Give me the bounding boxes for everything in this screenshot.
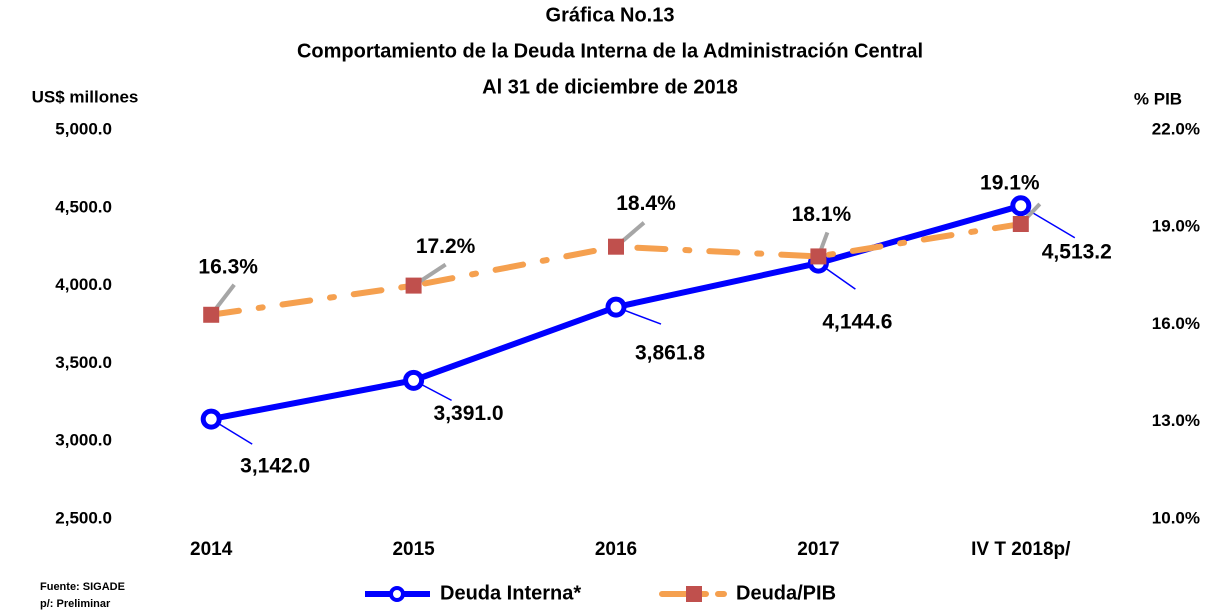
data-label: 19.1% — [980, 172, 1040, 195]
data-label: 18.1% — [792, 203, 852, 226]
y-tick-label: 4,500.0 — [55, 197, 112, 216]
chart-title: Comportamiento de la Deuda Interna de la… — [297, 40, 923, 62]
data-label: 3,861.8 — [635, 342, 705, 365]
y-axis-label: US$ millones — [32, 87, 139, 106]
chart-title: Gráfica No.13 — [546, 4, 675, 26]
legend-label: Deuda Interna* — [440, 582, 581, 604]
data-label: 17.2% — [416, 235, 476, 258]
x-tick-label: 2017 — [797, 539, 839, 560]
data-label: 16.3% — [198, 255, 258, 278]
y-tick-label: 2,500.0 — [55, 508, 112, 527]
y-tick-label: 3,000.0 — [55, 431, 112, 450]
marker — [405, 277, 422, 294]
y2-tick-label: 19.0% — [1152, 217, 1200, 236]
chart-title: Al 31 de diciembre de 2018 — [482, 76, 738, 98]
marker — [605, 296, 627, 318]
data-label: 18.4% — [616, 192, 676, 215]
data-label: 3,142.0 — [240, 455, 310, 478]
x-tick-label: IV T 2018p/ — [971, 539, 1071, 560]
marker — [810, 248, 827, 265]
marker — [200, 408, 222, 430]
y2-axis-label: % PIB — [1134, 89, 1182, 108]
data-label: 4,144.6 — [822, 311, 892, 334]
data-label: 4,513.2 — [1042, 240, 1112, 263]
y-tick-label: 4,000.0 — [55, 275, 112, 294]
note: Fuente: SIGADE — [40, 581, 125, 593]
marker — [203, 306, 220, 323]
marker — [608, 238, 624, 255]
legend-swatch — [686, 586, 702, 602]
y2-tick-label: 22.0% — [1152, 119, 1200, 138]
y2-tick-label: 16.0% — [1152, 314, 1200, 333]
y-tick-label: 3,500.0 — [55, 353, 112, 372]
data-label: 3,391.0 — [434, 402, 504, 425]
x-tick-label: 2014 — [190, 539, 233, 560]
legend-swatch — [389, 586, 405, 602]
note: p/: Preliminar — [40, 598, 111, 610]
y-tick-label: 5,000.0 — [55, 119, 112, 138]
y2-tick-label: 13.0% — [1152, 411, 1200, 430]
marker — [1012, 216, 1029, 233]
x-tick-label: 2016 — [595, 539, 637, 560]
marker — [1010, 195, 1032, 217]
marker — [403, 369, 425, 391]
legend-label: Deuda/PIB — [736, 582, 836, 604]
x-tick-label: 2015 — [392, 539, 435, 560]
y2-tick-label: 10.0% — [1152, 508, 1200, 527]
